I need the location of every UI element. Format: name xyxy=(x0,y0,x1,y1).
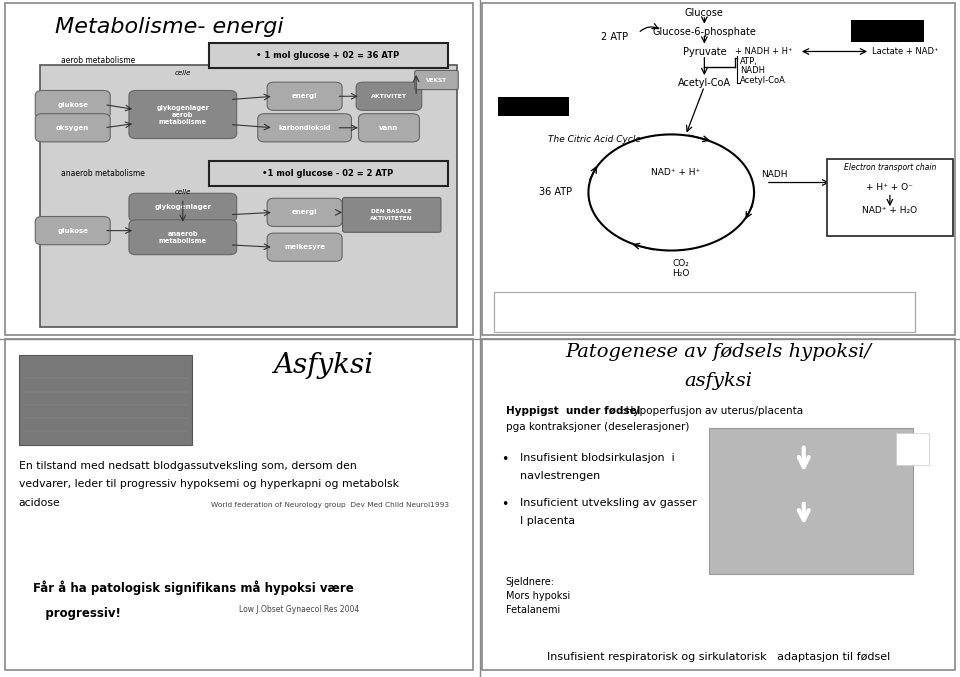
Text: Electron transport chain: Electron transport chain xyxy=(844,163,936,172)
Bar xyxy=(19,355,192,445)
Text: Patogenese av fødsels hypoksi/: Patogenese av fødsels hypoksi/ xyxy=(565,343,872,362)
Text: Acetyl-CoA: Acetyl-CoA xyxy=(678,79,731,89)
Text: celle: celle xyxy=(175,189,191,195)
Text: progressiv!: progressiv! xyxy=(33,607,121,620)
Text: • 1 mol glucose + 02 = 36 ATP: • 1 mol glucose + 02 = 36 ATP xyxy=(256,51,399,60)
Text: World federation of Neurology group  Dev Med Child Neurol1993: World federation of Neurology group Dev … xyxy=(211,502,449,508)
Bar xyxy=(852,20,924,41)
Text: asfyksi: asfyksi xyxy=(684,372,753,390)
Text: glukose: glukose xyxy=(58,102,88,108)
Text: Insufisient respiratorisk og sirkulatorisk   adaptasjon til fødsel: Insufisient respiratorisk og sirkulatori… xyxy=(547,652,890,662)
Text: NADH: NADH xyxy=(761,170,787,179)
FancyBboxPatch shape xyxy=(493,292,915,332)
FancyBboxPatch shape xyxy=(267,82,342,110)
FancyBboxPatch shape xyxy=(482,338,955,670)
Text: Acetyl-CoA: Acetyl-CoA xyxy=(740,76,785,85)
FancyBboxPatch shape xyxy=(208,161,447,185)
FancyBboxPatch shape xyxy=(36,217,110,244)
Text: I placenta: I placenta xyxy=(519,516,575,526)
FancyBboxPatch shape xyxy=(36,114,110,142)
Text: celle: celle xyxy=(175,70,191,76)
FancyBboxPatch shape xyxy=(129,194,237,221)
FancyBboxPatch shape xyxy=(356,82,421,110)
Text: vedvarer, leder til progressiv hypoksemi og hyperkapni og metabolsk: vedvarer, leder til progressiv hypoksemi… xyxy=(19,479,398,489)
Text: NAD⁺ + H⁺: NAD⁺ + H⁺ xyxy=(651,168,701,177)
Text: oksygen: oksygen xyxy=(56,125,89,131)
Text: Pyruvate: Pyruvate xyxy=(683,47,726,56)
Text: :Hypoperfusjon av uterus/placenta: :Hypoperfusjon av uterus/placenta xyxy=(621,406,803,416)
Text: •: • xyxy=(501,498,508,510)
FancyBboxPatch shape xyxy=(129,220,237,255)
Text: energi: energi xyxy=(292,93,318,100)
Text: NAD⁺ + H₂O: NAD⁺ + H₂O xyxy=(862,206,918,215)
Text: Sjeldnere:
Mors hypoksi
Fetalanemi: Sjeldnere: Mors hypoksi Fetalanemi xyxy=(506,577,570,615)
Text: 36 ATP: 36 ATP xyxy=(539,188,572,198)
Text: Hyppigst  under fødsel: Hyppigst under fødsel xyxy=(506,406,643,416)
Text: Glucose-6-phosphate: Glucose-6-phosphate xyxy=(653,26,756,37)
Text: melkesyre: melkesyre xyxy=(284,244,325,250)
Bar xyxy=(498,97,568,116)
Text: aerob metabolisme: aerob metabolisme xyxy=(61,56,135,66)
FancyBboxPatch shape xyxy=(482,3,955,335)
Text: En tilstand med nedsatt blodgassutveksling som, dersom den: En tilstand med nedsatt blodgassutveksli… xyxy=(19,461,356,471)
Text: glykogenlager
aerob
metabolisme: glykogenlager aerob metabolisme xyxy=(156,104,209,125)
Text: AKTIVITET: AKTIVITET xyxy=(371,94,407,99)
Text: glykogenlager: glykogenlager xyxy=(155,204,211,211)
FancyBboxPatch shape xyxy=(267,233,342,261)
Text: glukose: glukose xyxy=(58,227,88,234)
Text: Metabolisme- energi: Metabolisme- energi xyxy=(55,17,283,37)
Text: 2 ATP: 2 ATP xyxy=(601,32,628,41)
Text: energi: energi xyxy=(292,209,318,215)
FancyBboxPatch shape xyxy=(267,198,342,227)
FancyBboxPatch shape xyxy=(343,198,441,232)
FancyBboxPatch shape xyxy=(5,3,473,335)
Bar xyxy=(709,428,913,574)
FancyBboxPatch shape xyxy=(129,91,237,139)
Text: •1 mol glucose - 02 = 2 ATP: •1 mol glucose - 02 = 2 ATP xyxy=(262,169,394,178)
FancyBboxPatch shape xyxy=(415,70,458,89)
Text: navlestrengen: navlestrengen xyxy=(519,471,600,481)
Text: Low J.Obset Gynaecol Res 2004: Low J.Obset Gynaecol Res 2004 xyxy=(239,605,359,613)
Text: Asfyksi: Asfyksi xyxy=(274,352,373,378)
FancyBboxPatch shape xyxy=(40,65,457,327)
Text: acidose: acidose xyxy=(19,498,60,508)
Text: anaerob
metabolisme: anaerob metabolisme xyxy=(158,231,206,244)
Text: karbondioksid: karbondioksid xyxy=(278,125,331,131)
Text: ATP,: ATP, xyxy=(740,57,757,66)
Text: The Citric Acid Cycle: The Citric Acid Cycle xyxy=(548,135,641,144)
Text: Insuficient utveksling av gasser: Insuficient utveksling av gasser xyxy=(519,498,697,508)
Text: + H⁺ + O⁻: + H⁺ + O⁻ xyxy=(867,183,913,192)
FancyBboxPatch shape xyxy=(828,159,953,236)
Text: DEN BASALE
AKTIVITETEN: DEN BASALE AKTIVITETEN xyxy=(371,209,413,221)
Text: CO₂
H₂O: CO₂ H₂O xyxy=(672,259,689,278)
FancyBboxPatch shape xyxy=(358,114,420,142)
Text: Insufisient blodsirkulasjon  i: Insufisient blodsirkulasjon i xyxy=(519,453,675,463)
Text: + NADH + H⁺: + NADH + H⁺ xyxy=(735,47,793,56)
Text: VEKST: VEKST xyxy=(425,77,446,83)
Text: vann: vann xyxy=(379,125,398,131)
FancyBboxPatch shape xyxy=(5,338,473,670)
FancyBboxPatch shape xyxy=(36,91,110,118)
Text: Lactate + NAD⁺: Lactate + NAD⁺ xyxy=(873,47,939,56)
Text: Glucose: Glucose xyxy=(684,8,724,18)
Bar xyxy=(896,433,929,464)
Text: NADH: NADH xyxy=(740,66,765,75)
Text: Får å ha patologisk signifikans må hypoksi være: Får å ha patologisk signifikans må hypok… xyxy=(33,581,353,595)
FancyBboxPatch shape xyxy=(208,43,447,68)
Text: pga kontraksjoner (deselerasjoner): pga kontraksjoner (deselerasjoner) xyxy=(506,422,689,433)
Text: •: • xyxy=(501,453,508,466)
Text: anaerob metabolisme: anaerob metabolisme xyxy=(61,169,145,178)
FancyBboxPatch shape xyxy=(258,114,351,142)
